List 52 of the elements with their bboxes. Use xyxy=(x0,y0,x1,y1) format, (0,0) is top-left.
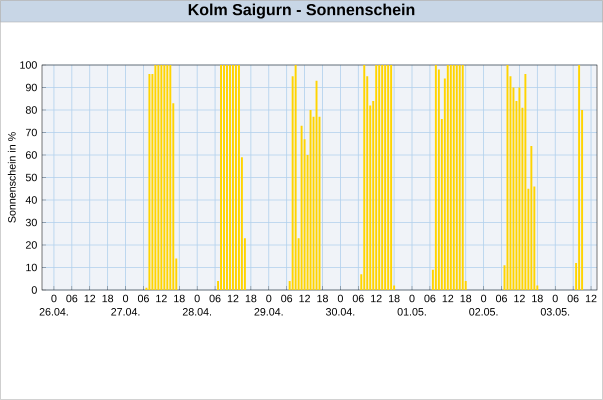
x-tick-label: 18 xyxy=(174,294,185,302)
x2-tick-label: 03.05. xyxy=(540,308,570,316)
x-tick-label: 12 xyxy=(228,294,238,302)
x-tick-label: 18 xyxy=(388,294,400,302)
x-tick-label: 12 xyxy=(156,294,167,302)
y-tick-label: 20 xyxy=(26,241,37,249)
x-tick-label: 06 xyxy=(568,294,579,302)
x-tick-label: 0 xyxy=(194,294,200,302)
x-tick-label: 12 xyxy=(514,294,525,302)
y-tick-label: 60 xyxy=(26,151,37,159)
x-tick-label: 0 xyxy=(481,294,486,302)
x2-tick-label: 28.04. xyxy=(182,308,212,316)
x2-tick-label: 02.05. xyxy=(469,308,498,316)
x-tick-label: 0 xyxy=(51,294,56,302)
x2-tick-label: 26.04. xyxy=(40,308,68,316)
y-tick-label: 90 xyxy=(26,84,37,92)
x2-tick-label: 30.04. xyxy=(326,308,354,316)
x2-tick-label: 29.04. xyxy=(254,308,283,316)
x-tick-label: 12 xyxy=(371,294,382,302)
y-tick-label: 50 xyxy=(26,174,37,182)
x-tick-label: 06 xyxy=(424,294,436,302)
x-tick-label: 12 xyxy=(299,294,310,302)
x-tick-label: 18 xyxy=(317,294,328,302)
x2-tick-label: 01.05. xyxy=(398,308,426,316)
y-tick-label: 100 xyxy=(20,61,37,69)
y-tick-label: 40 xyxy=(26,196,37,204)
chart-title: Kolm Saigurn - Sonnenschein xyxy=(188,4,414,19)
y-tick-label: 0 xyxy=(32,286,37,294)
x-tick-label: 06 xyxy=(210,294,221,302)
x-tick-label: 18 xyxy=(460,294,472,302)
x-tick-label: 0 xyxy=(123,294,128,302)
x-tick-label: 06 xyxy=(352,294,364,302)
x-tick-label: 0 xyxy=(409,294,415,302)
x-tick-label: 12 xyxy=(84,294,96,302)
x2-tick-label: 27.04. xyxy=(111,308,140,316)
x-tick-label: 18 xyxy=(532,294,543,302)
y-tick-label: 80 xyxy=(26,106,37,114)
x-tick-label: 18 xyxy=(246,294,256,302)
x-tick-label: 0 xyxy=(266,294,272,302)
x-tick-label: 06 xyxy=(281,294,292,302)
x-tick-label: 06 xyxy=(138,294,149,302)
y-tick-label: 30 xyxy=(26,218,37,226)
y-axis-title: Sonnenschein in % xyxy=(8,132,16,223)
x-tick-label: 18 xyxy=(102,294,114,302)
y-tick-label: 70 xyxy=(26,128,37,136)
x-tick-label: 0 xyxy=(552,294,558,302)
y-tick-label: 10 xyxy=(26,264,37,272)
x-tick-label: 12 xyxy=(586,294,596,302)
x-tick-label: 0 xyxy=(338,294,343,302)
x-tick-label: 12 xyxy=(442,294,454,302)
x-tick-label: 06 xyxy=(66,294,78,302)
x-tick-label: 06 xyxy=(496,294,507,302)
